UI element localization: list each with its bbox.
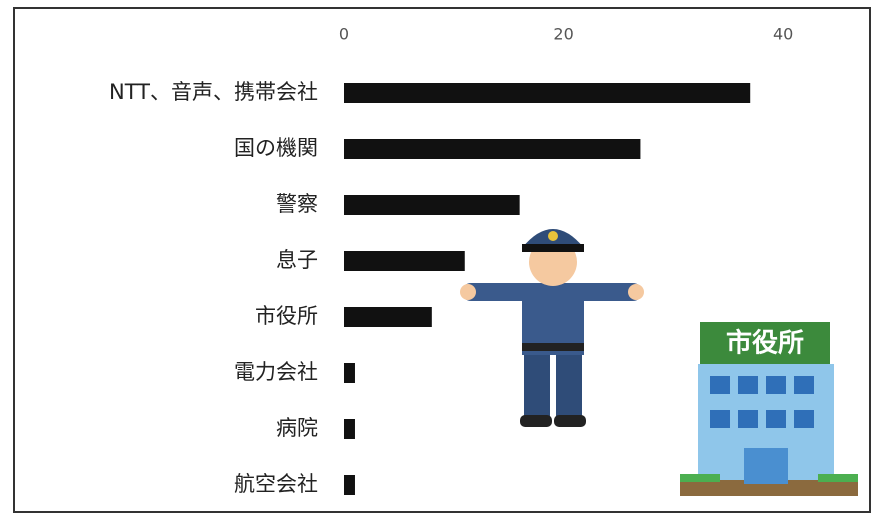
y-tick-label: 航空会社 xyxy=(234,472,318,496)
y-tick-label: 市役所 xyxy=(255,304,318,328)
y-tick-label: NTT、音声、携帯会社 xyxy=(109,80,318,104)
building-sign: 市役所 xyxy=(726,328,804,359)
y-tick-label: 病院 xyxy=(276,416,318,440)
bar xyxy=(344,251,465,271)
x-tick-label: 20 xyxy=(553,25,573,44)
bar xyxy=(344,83,751,103)
bar xyxy=(344,475,355,495)
building-illustration: 市役所 xyxy=(680,322,858,496)
x-tick-label: 0 xyxy=(339,25,349,44)
police-illustration xyxy=(460,229,644,427)
x-tick-label: 40 xyxy=(773,25,793,44)
y-tick-label: 国の機関 xyxy=(234,136,318,160)
bar xyxy=(344,139,641,159)
bar xyxy=(344,195,520,215)
bar xyxy=(344,419,355,439)
bar xyxy=(344,363,355,383)
bar xyxy=(344,307,432,327)
y-tick-label: 息子 xyxy=(276,248,318,272)
y-tick-label: 電力会社 xyxy=(234,360,318,384)
y-tick-label: 警察 xyxy=(276,192,318,216)
